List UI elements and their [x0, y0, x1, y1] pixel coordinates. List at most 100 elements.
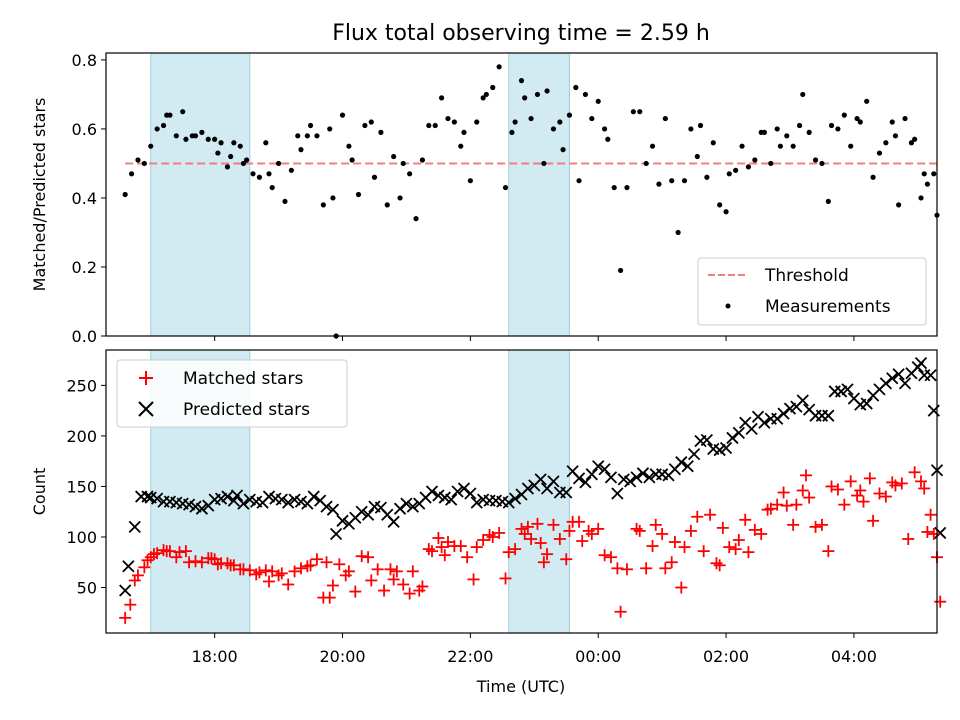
matched-star-point [237, 563, 250, 576]
matched-star-point [124, 598, 137, 611]
predicted-star-point [611, 487, 624, 500]
measurement-point [215, 150, 221, 156]
matched-star-point [355, 550, 368, 563]
measurement-point [458, 143, 464, 149]
measurement-point [921, 171, 927, 177]
predicted-star-point [675, 456, 688, 469]
predicted-star-point [828, 385, 841, 398]
matched-star-point [416, 580, 429, 593]
predicted-star-point [879, 377, 892, 390]
measurement-point [362, 122, 368, 129]
measurement-point [371, 174, 378, 180]
measurement-point [483, 91, 489, 98]
measurement-point [790, 143, 796, 149]
predicted-star-point [822, 409, 835, 422]
matched-star-point [678, 541, 691, 554]
matched-star-point [863, 472, 876, 485]
matched-star-point [780, 499, 793, 512]
predicted-star-point [572, 472, 586, 485]
measurement-point [467, 178, 473, 184]
predicted-star-point [425, 485, 439, 498]
measurement-point [723, 209, 729, 215]
matched-star-point [739, 513, 752, 526]
matched-star-point [895, 477, 908, 490]
measurement-point [617, 267, 624, 274]
matched-star-point [713, 559, 726, 572]
ratio-panel-x-tick-marks [214, 336, 855, 341]
matched-star-point [342, 565, 355, 578]
predicted-star-point [918, 369, 931, 382]
ratio-panel-legend: Threshold Measurements [697, 257, 927, 326]
y-tick-label: 50 [77, 579, 97, 598]
measurement-point [605, 136, 611, 142]
matched-star-point [243, 564, 256, 577]
predicted-star-point [237, 497, 250, 510]
measurement-point [589, 115, 595, 122]
matched-star-point [867, 514, 880, 527]
measurement-point [135, 157, 141, 163]
matched-star-point [809, 520, 822, 533]
measurement-point [445, 115, 451, 122]
measurement-point [557, 119, 563, 125]
matched-star-point [592, 522, 605, 535]
measurement-point [774, 126, 780, 132]
matched-star-point [195, 556, 208, 569]
ratio-panel-observing-windows [150, 52, 570, 337]
matched-star-point [777, 486, 790, 499]
measurement-point [630, 109, 636, 115]
matched-star-point [604, 551, 617, 564]
matched-star-point [349, 585, 362, 598]
measurement-point [330, 195, 336, 201]
matched-star-point [179, 545, 192, 558]
measurement-point [518, 78, 525, 84]
matched-star-point [454, 540, 467, 553]
matched-star-point [189, 555, 202, 568]
matched-star-point [582, 524, 595, 537]
predicted-star-point [195, 502, 209, 515]
ratio-panel: 0.00.20.40.60.8 Matched/Predicted stars … [30, 51, 940, 346]
matched-star-point [873, 487, 886, 500]
measurement-point [637, 109, 643, 115]
predicted-star-point [307, 490, 320, 503]
measurement-point [812, 157, 819, 163]
measurement-point [173, 133, 179, 139]
predicted-star-point [128, 520, 141, 534]
measurement-point [806, 129, 812, 135]
matched-star-point [573, 515, 586, 528]
matched-star-point [659, 562, 672, 575]
x-tick-label: 20:00 [319, 647, 365, 666]
measurement-point [461, 129, 467, 135]
measurement-point [224, 164, 231, 170]
measurement-point [167, 112, 173, 118]
y-tick-label: 150 [66, 477, 97, 496]
matched-star-point [461, 551, 474, 564]
matched-star-point [924, 508, 937, 521]
predicted-star-point [547, 475, 560, 488]
measurement-point [669, 178, 675, 184]
matched-star-point [467, 573, 480, 586]
legend-predicted-swatch [138, 401, 154, 417]
predicted-star-point [464, 487, 477, 500]
predicted-star-point [777, 407, 790, 420]
measurement-point [228, 153, 234, 160]
predicted-star-point [764, 412, 777, 425]
count-panel: 50 100 150 200 250 18:00 20:00 22:00 00:00 02:00… [30, 349, 947, 696]
matched-star-point [547, 518, 560, 531]
measurement-point [400, 160, 406, 167]
predicted-star-point [451, 485, 464, 498]
chart-title: Flux total observing time = 2.59 h [332, 21, 710, 46]
measurement-point [726, 171, 732, 177]
measurement-point [796, 122, 803, 129]
ratio-panel-legend-box [697, 257, 927, 326]
measurement-point [368, 119, 374, 125]
y-tick-label: 250 [66, 376, 97, 395]
matched-star-point [857, 495, 870, 508]
measurement-point [295, 133, 301, 139]
measurement-point [288, 167, 294, 173]
matched-star-point [435, 541, 448, 554]
measurement-point [576, 178, 582, 184]
x-tick-label: 22:00 [447, 647, 493, 666]
matched-star-point [406, 565, 419, 578]
matched-star-point [633, 524, 646, 537]
matched-star-point [387, 573, 400, 586]
